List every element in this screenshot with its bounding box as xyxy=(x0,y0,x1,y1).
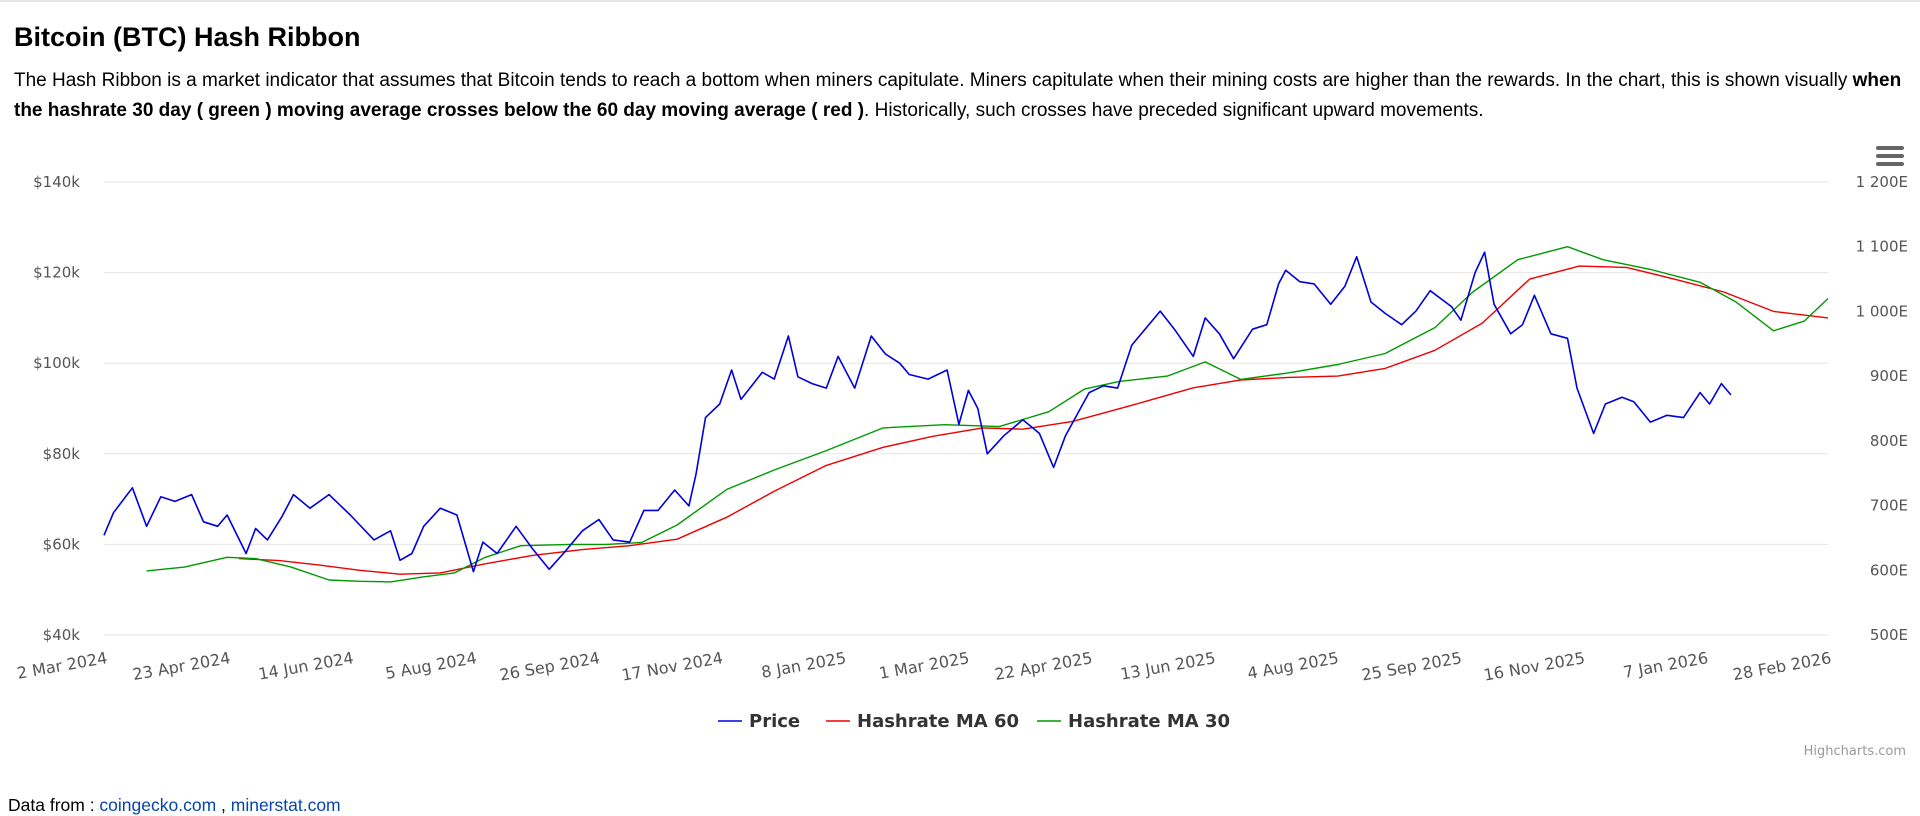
legend-item-hashrate-ma-60[interactable]: Hashrate MA 60 xyxy=(826,711,1019,732)
y-right-tick-label: 500E xyxy=(1870,626,1908,644)
y-right-tick-label: 900E xyxy=(1870,367,1908,385)
y-right-tick-label: 700E xyxy=(1870,497,1908,515)
source-separator: , xyxy=(216,795,231,815)
y-right-tick-label: 1 200E xyxy=(1856,173,1908,191)
left-y-axis: $40k $60k $80k $100k $120k $140k xyxy=(33,173,80,644)
x-tick-label: 4 Aug 2025 xyxy=(1246,648,1340,683)
x-tick-label: 14 Jun 2024 xyxy=(257,648,355,683)
series-line-hashrate-ma-60 xyxy=(238,265,1829,575)
y-left-tick-label: $40k xyxy=(43,626,81,644)
x-tick-label: 13 Jun 2025 xyxy=(1119,648,1217,683)
description-text-end: . Historically, such crosses have preced… xyxy=(864,100,1484,121)
x-tick-label: 16 Nov 2025 xyxy=(1482,648,1586,685)
series-line-price xyxy=(103,251,1732,573)
page-description: The Hash Ribbon is a market indicator th… xyxy=(14,66,1914,126)
x-tick-label: 22 Apr 2025 xyxy=(993,648,1094,684)
chart-legend: Price Hashrate MA 60 Hashrate MA 30 xyxy=(718,711,1230,732)
minerstat-link[interactable]: minerstat.com xyxy=(230,795,341,815)
y-right-tick-label: 1 100E xyxy=(1856,238,1908,256)
x-tick-label: 2 Mar 2024 xyxy=(16,648,109,683)
x-tick-label: 17 Nov 2024 xyxy=(620,648,724,685)
right-y-axis: 500E 600E 700E 800E 900E 1 000E 1 100E 1 200E xyxy=(1856,173,1908,644)
x-axis: 2 Mar 2024 23 Apr 2024 14 Jun 2024 5 Aug 20… xyxy=(16,648,1833,685)
x-tick-label: 7 Jan 2026 xyxy=(1622,648,1710,682)
x-tick-label: 26 Sep 2024 xyxy=(498,648,601,684)
y-left-tick-label: $80k xyxy=(43,445,81,463)
legend-item-price[interactable]: Price xyxy=(718,711,800,732)
y-right-tick-label: 800E xyxy=(1870,432,1908,450)
x-tick-label: 25 Sep 2025 xyxy=(1360,648,1463,684)
series-line-hashrate-ma-30 xyxy=(146,246,1829,583)
x-tick-label: 28 Feb 2026 xyxy=(1731,648,1832,684)
x-tick-label: 5 Aug 2024 xyxy=(384,648,478,683)
y-right-tick-label: 1 000E xyxy=(1856,302,1908,320)
coingecko-link[interactable]: coingecko.com xyxy=(99,795,217,815)
legend-label: Hashrate MA 30 xyxy=(1068,711,1230,732)
hamburger-menu-icon[interactable] xyxy=(1876,146,1904,166)
grid-lines xyxy=(104,181,1828,636)
y-right-tick-label: 600E xyxy=(1870,561,1908,579)
y-left-tick-label: $120k xyxy=(33,264,80,282)
description-text: The Hash Ribbon is a market indicator th… xyxy=(14,70,1853,91)
x-tick-label: 8 Jan 2025 xyxy=(760,648,848,682)
description-highlight: when the hashrate 30 day ( green ) movin… xyxy=(14,70,1902,121)
x-tick-label: 23 Apr 2024 xyxy=(131,648,232,684)
hash-ribbon-chart: $40k $60k $80k $100k $120k $140k 500E 600E 700E… xyxy=(16,146,1908,759)
top-divider xyxy=(0,0,1920,2)
y-left-tick-label: $100k xyxy=(33,354,80,372)
x-tick-label: 1 Mar 2025 xyxy=(878,648,971,683)
legend-item-hashrate-ma-30[interactable]: Hashrate MA 30 xyxy=(1037,711,1230,732)
y-left-tick-label: $140k xyxy=(33,173,80,191)
page-title: Bitcoin (BTC) Hash Ribbon xyxy=(14,22,361,52)
source-prefix: Data from : xyxy=(8,795,100,815)
data-source: Data from : coingecko.com , minerstat.co… xyxy=(8,795,341,816)
legend-label: Price xyxy=(749,711,800,732)
series-lines xyxy=(103,246,1829,583)
legend-label: Hashrate MA 60 xyxy=(857,711,1019,732)
highcharts-credits[interactable]: Highcharts.com xyxy=(1804,744,1906,759)
y-left-tick-label: $60k xyxy=(43,535,81,553)
